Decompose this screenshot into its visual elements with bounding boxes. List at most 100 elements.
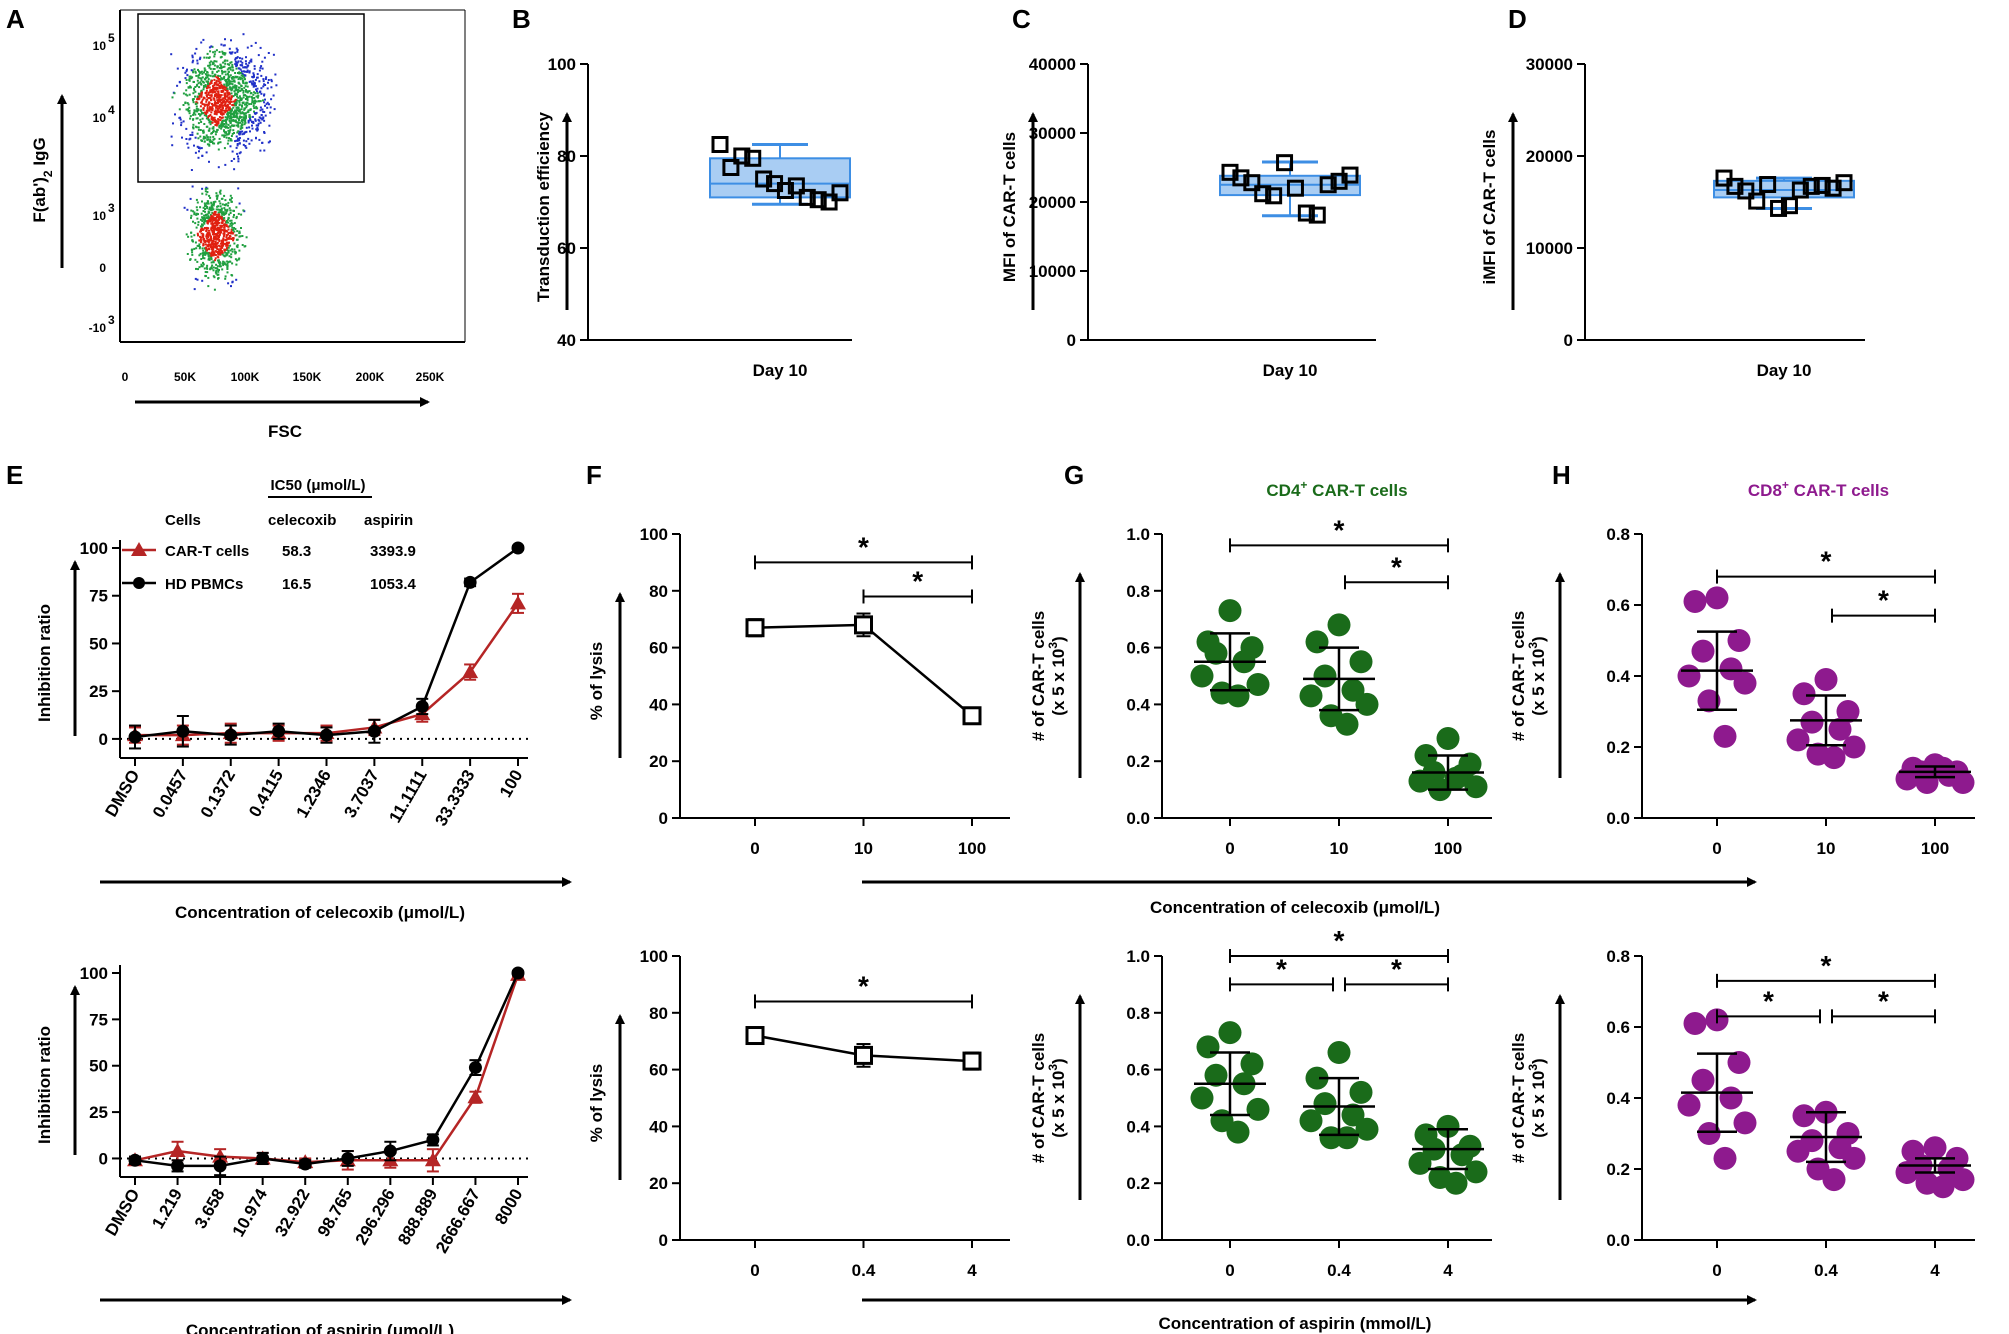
flow-dot bbox=[219, 81, 222, 84]
flow-dot bbox=[205, 100, 208, 103]
flow-dot bbox=[207, 97, 210, 99]
flow-dot bbox=[214, 254, 217, 256]
flow-dot bbox=[231, 124, 234, 127]
flow-dot bbox=[238, 232, 241, 235]
flow-dot bbox=[174, 113, 176, 116]
flow-dot bbox=[229, 222, 232, 225]
flow-dot bbox=[227, 201, 230, 204]
title-main: CD4 bbox=[1266, 481, 1301, 500]
flow-dot bbox=[221, 121, 224, 123]
data-point bbox=[1313, 664, 1337, 688]
y-tick-label: 20000 bbox=[1526, 147, 1573, 166]
flow-dot bbox=[224, 73, 227, 76]
flow-dot bbox=[237, 60, 240, 63]
flow-dot bbox=[238, 235, 241, 238]
flow-dot bbox=[218, 51, 221, 53]
flow-dot bbox=[206, 103, 209, 106]
flow-y-tick: 0 bbox=[99, 261, 106, 275]
flow-dot bbox=[230, 256, 233, 259]
flow-dot bbox=[225, 241, 228, 244]
flow-dot bbox=[245, 90, 247, 93]
flow-dot bbox=[198, 150, 200, 153]
y-tick-label: 40 bbox=[649, 1117, 668, 1136]
flow-dot bbox=[223, 203, 226, 206]
flow-dot bbox=[235, 263, 238, 266]
flow-dot bbox=[196, 95, 199, 98]
flow-dot bbox=[231, 232, 234, 235]
flow-dot bbox=[214, 133, 217, 136]
y-tick-label: 10000 bbox=[1029, 262, 1076, 281]
flow-dot bbox=[210, 254, 213, 257]
flow-dot bbox=[217, 80, 220, 83]
flow-dot bbox=[219, 78, 222, 81]
y-label-H-aspirin: # of CAR-T cells bbox=[1509, 1033, 1528, 1163]
flow-dot bbox=[210, 81, 213, 84]
flow-dot bbox=[205, 94, 208, 97]
flow-dot bbox=[214, 112, 217, 115]
flow-dot bbox=[185, 108, 188, 111]
flow-dot bbox=[200, 89, 203, 92]
x-tick-label: 98.765 bbox=[314, 1186, 356, 1241]
flow-dot bbox=[224, 242, 226, 245]
flow-dot bbox=[249, 80, 252, 83]
flow-dot bbox=[204, 190, 207, 193]
flow-dot bbox=[223, 249, 226, 252]
flow-dot bbox=[203, 221, 205, 224]
flow-dot bbox=[238, 152, 241, 155]
flow-dot bbox=[245, 106, 248, 109]
y-label-D: iMFI of CAR-T cells bbox=[1480, 130, 1499, 285]
flow-dot bbox=[226, 106, 229, 109]
flow-dot bbox=[211, 116, 213, 119]
flow-dot bbox=[198, 58, 201, 61]
flow-dot bbox=[227, 70, 230, 73]
y-sublabel-close: ) bbox=[1049, 1058, 1068, 1064]
flow-dot bbox=[231, 226, 234, 229]
y-tick-label: 100 bbox=[80, 964, 108, 983]
flow-dot bbox=[223, 261, 226, 264]
data-point bbox=[1822, 746, 1846, 770]
flow-dot bbox=[230, 219, 233, 222]
flow-y-label-main: F(ab') bbox=[30, 177, 49, 223]
flow-dot bbox=[199, 118, 202, 121]
flow-dot bbox=[229, 194, 232, 197]
flow-dot bbox=[234, 102, 236, 105]
flow-dot bbox=[229, 212, 232, 214]
flow-dot bbox=[228, 115, 230, 118]
title-end: CAR-T cells bbox=[1789, 481, 1889, 500]
flow-dot bbox=[198, 70, 200, 73]
flow-dot bbox=[248, 114, 251, 117]
flow-dot bbox=[210, 140, 213, 143]
flow-dot bbox=[235, 76, 238, 79]
flow-dot bbox=[216, 83, 219, 86]
flow-dot bbox=[215, 247, 218, 250]
flow-dot bbox=[224, 134, 227, 137]
flow-dot bbox=[272, 94, 275, 97]
flow-dot bbox=[242, 143, 245, 146]
flow-dot bbox=[257, 122, 260, 125]
flow-dot bbox=[245, 103, 248, 106]
data-point bbox=[831, 184, 849, 202]
flow-dot bbox=[214, 243, 216, 245]
flow-dot bbox=[241, 244, 244, 246]
data-point bbox=[776, 182, 794, 199]
flow-dot bbox=[212, 87, 215, 90]
flow-dot bbox=[233, 214, 235, 216]
flow-dot bbox=[221, 71, 224, 74]
flow-dot bbox=[256, 128, 259, 131]
flow-dot bbox=[199, 218, 202, 221]
flow-dot bbox=[242, 73, 245, 76]
x-tick-label: 33.3333 bbox=[431, 767, 478, 830]
flow-dot bbox=[249, 116, 252, 119]
flow-dot bbox=[210, 206, 213, 209]
flow-dot bbox=[217, 270, 220, 273]
flow-dot bbox=[207, 252, 210, 255]
panel-letter-E: E bbox=[6, 460, 23, 490]
flow-dot bbox=[223, 60, 226, 63]
flow-dot bbox=[207, 253, 210, 256]
data-point bbox=[1931, 1175, 1955, 1199]
flow-dot bbox=[242, 112, 245, 115]
flow-dot bbox=[226, 262, 229, 265]
flow-dot bbox=[235, 106, 238, 109]
x-tick-label: 10 bbox=[1330, 839, 1349, 858]
flow-dot bbox=[230, 222, 233, 224]
